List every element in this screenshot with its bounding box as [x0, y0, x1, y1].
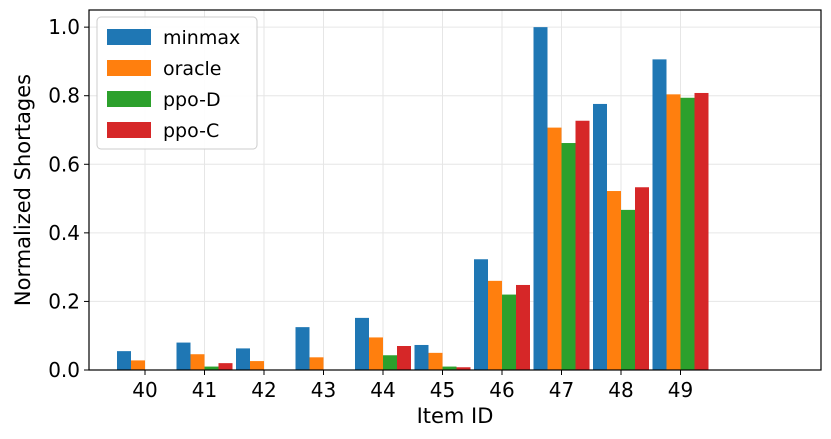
bar-minmax-49 — [652, 59, 667, 370]
y-tick-label: 0.4 — [48, 221, 80, 245]
bar-oracle-43 — [309, 357, 324, 370]
bar-ppo-C-46 — [516, 284, 530, 370]
x-tick-label: 44 — [370, 378, 395, 402]
legend-label-ppo-D: ppo-D — [163, 89, 221, 111]
x-tick-label: 45 — [430, 378, 455, 402]
legend-label-ppo-C: ppo-C — [163, 120, 219, 142]
y-tick-label: 1.0 — [48, 15, 80, 39]
bar-ppo-D-48 — [621, 209, 635, 370]
x-axis: 40 41 42 43 44 45 46 47 48 49 — [132, 370, 693, 402]
x-tick-label: 48 — [608, 378, 633, 402]
legend-swatch-ppo-D — [107, 91, 151, 107]
x-tick-label: 42 — [251, 378, 276, 402]
bar-ppo-C-47 — [575, 120, 590, 370]
x-tick-label: 40 — [132, 378, 157, 402]
legend-swatch-oracle — [107, 60, 151, 76]
y-axis: 0.0 0.2 0.4 0.6 0.8 1.0 — [48, 15, 89, 382]
bar-ppo-C-49 — [694, 92, 709, 370]
bar-ppo-D-41 — [204, 366, 219, 370]
y-tick-label: 0.2 — [48, 289, 80, 313]
x-tick-label: 41 — [192, 378, 217, 402]
bar-ppo-D-46 — [502, 294, 516, 370]
bar-ppo-D-49 — [680, 97, 695, 371]
bar-oracle-48 — [607, 191, 621, 370]
legend-label-oracle: oracle — [163, 58, 222, 80]
bar-minmax-47 — [533, 27, 548, 371]
legend-swatch-ppo-C — [107, 122, 151, 138]
bar-ppo-C-41 — [218, 363, 233, 370]
legend-frame — [96, 16, 258, 150]
bar-minmax-42 — [236, 348, 250, 370]
plot-frame — [88, 9, 822, 371]
bar-minmax-41 — [176, 342, 191, 370]
bar-oracle-47 — [547, 127, 562, 370]
y-tick-label: 0.8 — [48, 84, 80, 108]
x-tick-label: 47 — [549, 378, 574, 402]
bar-ppo-D-44 — [383, 355, 397, 370]
bar-ppo-C-45 — [456, 367, 471, 370]
bar-oracle-49 — [666, 94, 681, 370]
legend: minmax oracle ppo-D ppo-C — [96, 16, 258, 150]
x-axis-label: Item ID — [417, 404, 494, 428]
bar-oracle-40 — [131, 360, 145, 370]
y-tick-label: 0.0 — [48, 358, 80, 382]
bar-oracle-42 — [250, 361, 264, 370]
bar-minmax-43 — [295, 327, 310, 370]
bar-minmax-44 — [355, 317, 369, 370]
x-tick-label: 46 — [489, 378, 514, 402]
bar-ppo-C-44 — [397, 346, 411, 370]
y-tick-label: 0.6 — [48, 152, 80, 176]
bar-ppo-C-48 — [635, 187, 649, 370]
legend-swatch-minmax — [107, 29, 151, 45]
bar-oracle-46 — [488, 280, 502, 370]
bar-minmax-45 — [414, 344, 429, 370]
bar-oracle-45 — [428, 352, 443, 370]
bar-minmax-40 — [117, 351, 131, 370]
bar-oracle-41 — [190, 354, 205, 370]
bar-minmax-48 — [593, 103, 607, 370]
x-tick-label: 43 — [311, 378, 336, 402]
x-tick-label: 49 — [668, 378, 693, 402]
bar-ppo-D-45 — [442, 366, 457, 370]
bar-minmax-46 — [474, 259, 488, 370]
y-axis-label: Normalized Shortages — [11, 74, 35, 306]
bar-oracle-44 — [369, 337, 383, 370]
bars — [117, 27, 709, 371]
bar-ppo-D-47 — [561, 143, 576, 370]
legend-label-minmax: minmax — [163, 27, 240, 49]
